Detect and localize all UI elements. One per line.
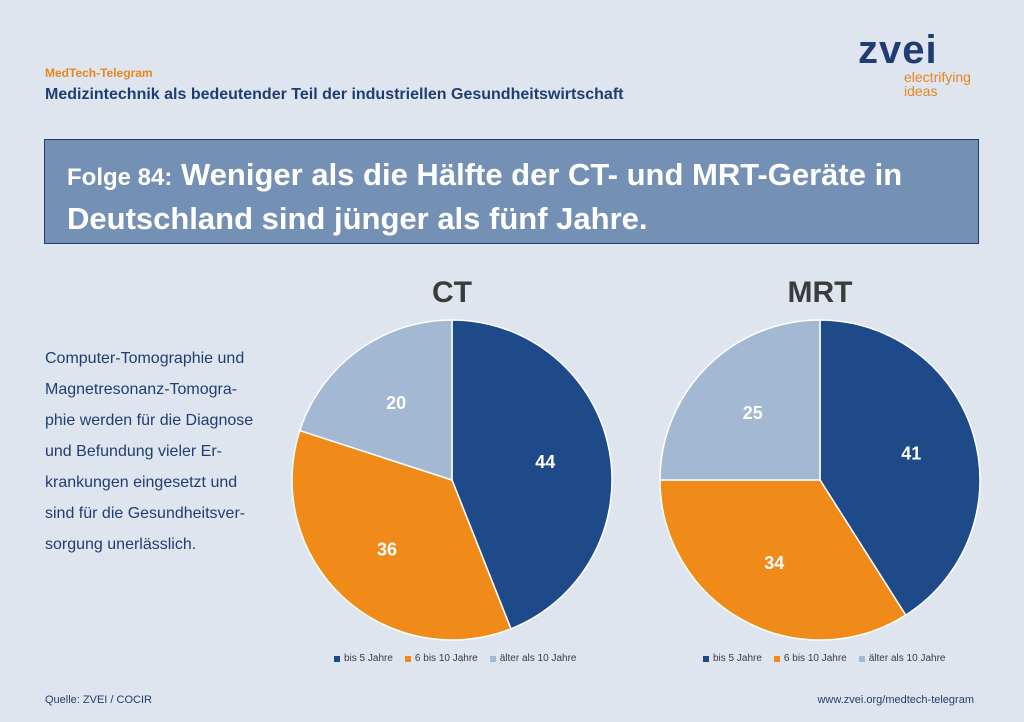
headline-part-2: Deutschland sind jünger als fünf Jahre. <box>67 201 648 236</box>
legend-swatch <box>858 655 865 662</box>
legend-label: älter als 10 Jahre <box>499 653 577 664</box>
slice-6-bis-10 <box>291 429 512 641</box>
legend-item-aelter-10: älter als 10 Jahre <box>858 653 946 664</box>
ct-chart-title: CT <box>432 276 472 309</box>
page-subtitle: Medizintechnik als bedeutender Teil der … <box>45 86 624 103</box>
legend-label: 6 bis 10 Jahre <box>783 653 847 664</box>
headline-part-1: Weniger als die Hälfte der CT- und MRT-G… <box>180 157 903 192</box>
legend-label: 6 bis 10 Jahre <box>414 653 478 664</box>
description-line: sorgung unerlässlich. <box>45 536 197 553</box>
slice-6-bis-10 <box>659 479 907 641</box>
slice-aelter-10 <box>298 319 453 482</box>
legend-item-bis-5: bis 5 Jahre <box>703 653 762 664</box>
legend-item-aelter-10: älter als 10 Jahre <box>489 653 577 664</box>
legend-swatch <box>703 655 709 662</box>
slice-value-label: 34 <box>764 553 784 573</box>
legend-swatch <box>773 655 780 662</box>
description-line: und Befundung vieler Er- <box>45 443 222 460</box>
slice-value-label: 25 <box>743 403 763 423</box>
legend-label: bis 5 Jahre <box>344 653 393 664</box>
description-line: phie werden für die Diagnose <box>45 412 254 429</box>
logo-word: zvei <box>858 28 938 72</box>
mrt-legend: bis 5 Jahre 6 bis 10 Jahre älter als 10 … <box>703 653 945 664</box>
legend-item-6-bis-10: 6 bis 10 Jahre <box>773 653 847 664</box>
brand-label: MedTech-Telegram <box>45 66 153 80</box>
description-line: sind für die Gesundheitsver- <box>45 505 246 522</box>
mrt-pie-chart: 41 34 25 <box>659 319 981 641</box>
headline-banner: Folge 84: Weniger als die Hälfte der CT-… <box>44 139 979 244</box>
legend-label: älter als 10 Jahre <box>868 653 946 664</box>
legend-label: bis 5 Jahre <box>713 653 762 664</box>
ct-pie-chart: 44 36 20 <box>291 319 613 641</box>
legend-swatch <box>404 655 411 662</box>
logo-tagline-2: ideas <box>904 83 938 99</box>
mrt-chart-title: MRT <box>787 276 853 309</box>
source-note: Quelle: ZVEI / COCIR <box>45 694 152 706</box>
slice-bis-5 <box>451 319 613 630</box>
footer-url: www.zvei.org/medtech-telegram <box>817 694 974 706</box>
slice-value-label: 20 <box>386 393 406 413</box>
description-text: Computer-Tomographie und Magnetresonanz-… <box>45 343 290 560</box>
ct-legend: bis 5 Jahre 6 bis 10 Jahre älter als 10 … <box>334 653 576 664</box>
description-line: Computer-Tomographie und <box>45 350 245 367</box>
legend-item-6-bis-10: 6 bis 10 Jahre <box>404 653 478 664</box>
slice-value-label: 44 <box>535 452 555 472</box>
legend-swatch <box>334 655 340 662</box>
slice-value-label: 41 <box>901 443 921 463</box>
slice-value-label: 36 <box>377 539 397 559</box>
zvei-logo: zvei electrifying ideas <box>858 30 998 98</box>
description-line: Magnetresonanz-Tomogra- <box>45 381 238 398</box>
slice-bis-5 <box>819 319 981 617</box>
episode-label: Folge 84: <box>67 164 173 191</box>
description-line: krankungen eingesetzt und <box>45 474 238 491</box>
legend-swatch <box>489 655 496 662</box>
legend-item-bis-5: bis 5 Jahre <box>334 653 393 664</box>
logo-tagline-1: electrifying <box>904 69 971 85</box>
slice-aelter-10 <box>659 319 821 481</box>
